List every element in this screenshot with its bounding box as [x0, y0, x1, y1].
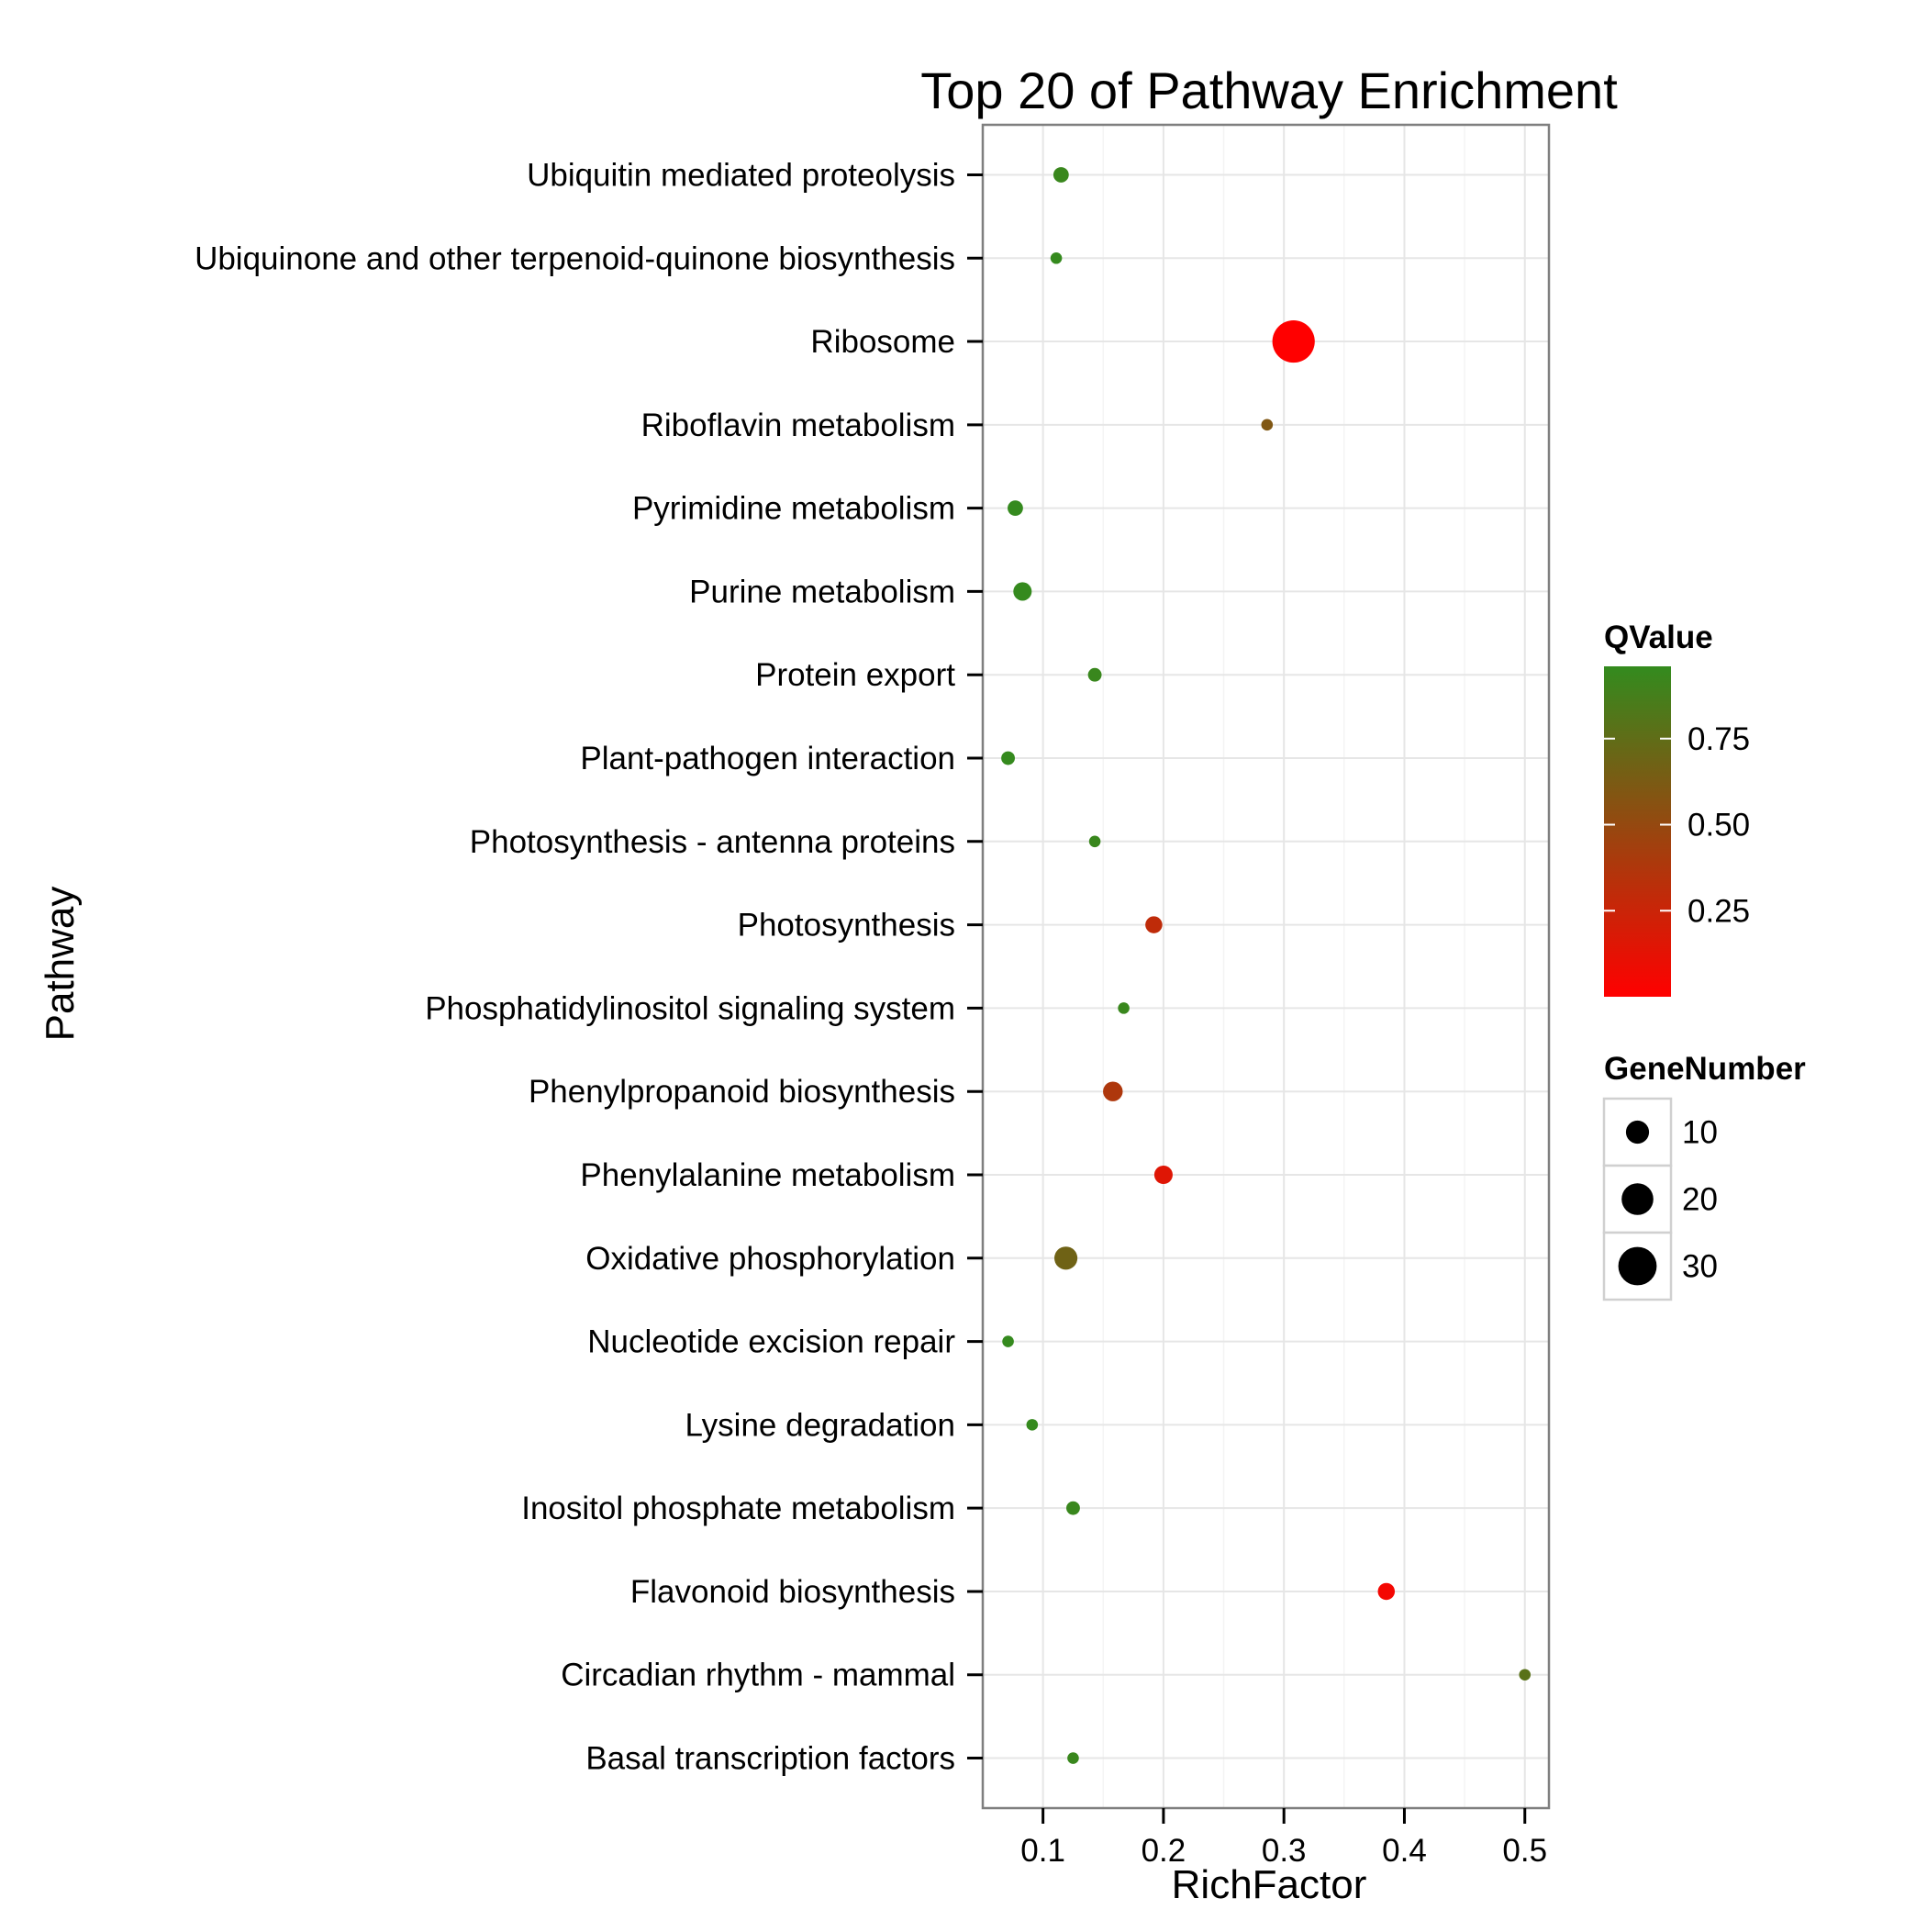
- y-tick-label: Purine metabolism: [689, 574, 955, 609]
- y-tick-label: Oxidative phosphorylation: [585, 1241, 955, 1277]
- data-point: [1088, 835, 1101, 848]
- y-tick-label: Circadian rhythm - mammal: [561, 1658, 955, 1693]
- colorbar-tick-label: 0.75: [1688, 721, 1750, 757]
- y-tick-label: Riboflavin metabolism: [641, 408, 955, 443]
- genenumber-legend: GeneNumber 10 20 30: [1602, 1051, 1806, 1301]
- x-tick-label: 0.4: [1382, 1833, 1427, 1869]
- y-tick-label: Ubiquitin mediated proteolysis: [527, 157, 955, 193]
- y-tick-label: Lysine degradation: [685, 1407, 955, 1443]
- y-tick-label: Protein export: [755, 657, 955, 693]
- data-point: [1026, 1419, 1039, 1431]
- y-tick-label: Basal transcription factors: [585, 1741, 955, 1777]
- qvalue-colorbar: [1604, 666, 1671, 997]
- size-legend-dot: [1625, 1120, 1650, 1145]
- size-legend-label: 30: [1682, 1249, 1718, 1285]
- y-tick-label: Flavonoid biosynthesis: [630, 1574, 955, 1610]
- y-tick-label: Nucleotide excision repair: [587, 1324, 955, 1360]
- data-point: [1013, 582, 1032, 601]
- x-tick-label: 0.3: [1262, 1833, 1307, 1869]
- genenumber-legend-title: GeneNumber: [1604, 1051, 1806, 1087]
- data-point: [1153, 1165, 1173, 1184]
- data-point: [1272, 319, 1315, 363]
- y-tick-label: Inositol phosphate metabolism: [521, 1491, 955, 1526]
- data-point: [1050, 251, 1063, 264]
- colorbar-tick-label: 0.25: [1688, 893, 1750, 929]
- x-axis: 0.1 0.2 0.3 0.4 0.5: [1020, 1808, 1547, 1869]
- size-legend-label: 20: [1682, 1182, 1718, 1218]
- y-axis-title: Pathway: [38, 887, 83, 1042]
- panel-background: [983, 125, 1549, 1808]
- data-point: [1067, 1752, 1079, 1764]
- data-point: [1261, 419, 1274, 431]
- x-axis-title: RichFactor: [1172, 1862, 1367, 1907]
- size-legend-dot: [1618, 1246, 1657, 1286]
- data-point: [1519, 1669, 1532, 1681]
- x-tick-label: 0.5: [1502, 1833, 1547, 1869]
- data-point: [1103, 1081, 1123, 1101]
- y-tick-label: Plant-pathogen interaction: [580, 741, 955, 776]
- data-point: [1145, 916, 1163, 933]
- colorbar-tick-label: 0.50: [1688, 808, 1750, 843]
- data-point: [1002, 1335, 1014, 1347]
- y-tick-label: Ubiquinone and other terpenoid-quinone b…: [195, 240, 955, 276]
- data-point: [1008, 500, 1023, 517]
- y-axis: Basal transcription factors Circadian rhy…: [195, 157, 983, 1777]
- size-legend-dot: [1621, 1183, 1654, 1215]
- data-point: [1377, 1582, 1396, 1601]
- y-tick-label: Phenylpropanoid biosynthesis: [529, 1074, 955, 1110]
- y-tick-label: Pyrimidine metabolism: [632, 491, 955, 527]
- y-tick-label: Phenylalanine metabolism: [580, 1157, 955, 1193]
- data-points: [1001, 167, 1532, 1764]
- panel-border: [981, 123, 1551, 1810]
- y-tick-label: Photosynthesis: [738, 908, 955, 944]
- size-legend-label: 10: [1682, 1115, 1718, 1151]
- data-point: [1118, 1002, 1130, 1014]
- data-point: [1053, 1246, 1078, 1270]
- plot-panel: [981, 123, 1551, 1810]
- x-tick-label: 0.1: [1020, 1833, 1065, 1869]
- qvalue-legend: QValue 0.25 0.50 0.75: [1604, 620, 1750, 997]
- data-point: [1001, 751, 1016, 765]
- y-tick-label: Phosphatidylinositol signaling system: [425, 990, 955, 1026]
- data-point: [1087, 667, 1102, 682]
- y-tick-label: Ribosome: [810, 324, 955, 360]
- chart-title: Top 20 of Pathway Enrichment: [920, 61, 1618, 119]
- data-point: [1066, 1501, 1080, 1515]
- x-tick-label: 0.2: [1142, 1833, 1186, 1869]
- y-tick-label: Photosynthesis - antenna proteins: [470, 824, 955, 860]
- qvalue-legend-title: QValue: [1604, 620, 1713, 655]
- data-point: [1053, 167, 1069, 183]
